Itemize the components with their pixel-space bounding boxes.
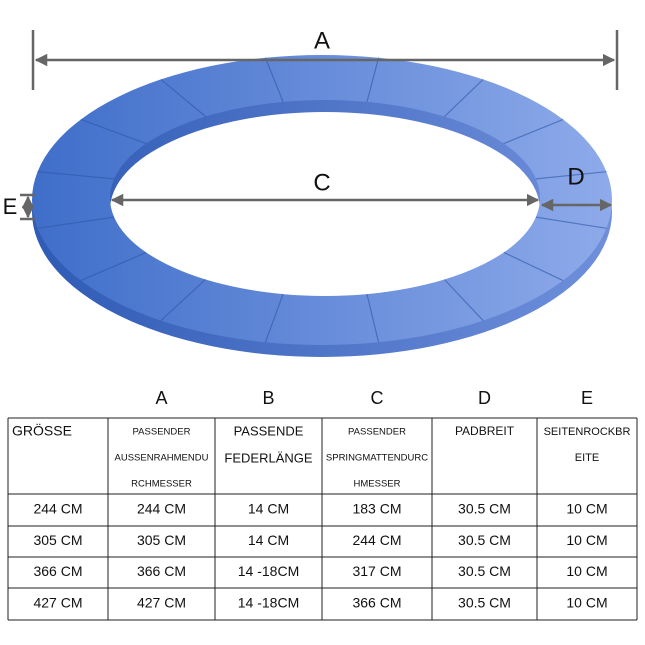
- cell-text: 10 CM: [566, 563, 607, 579]
- header-text: AUSSENRAHMENDU: [115, 453, 209, 464]
- cell-text: 427 CM: [33, 595, 82, 611]
- cell-text: 317 CM: [352, 563, 401, 579]
- seam: [160, 78, 206, 117]
- cell-text: 30.5 CM: [458, 595, 511, 611]
- header-text: PASSENDER: [133, 427, 191, 438]
- dimension-arrows: [20, 30, 619, 221]
- seam: [503, 118, 564, 145]
- header-text: PADBREIT: [455, 424, 515, 438]
- cell-text: 366 CM: [352, 595, 401, 611]
- cell-text: 30.5 CM: [458, 532, 511, 548]
- cell-text: 183 CM: [352, 501, 401, 517]
- seam: [160, 279, 206, 322]
- seam: [80, 118, 147, 145]
- cell-text: 10 CM: [566, 532, 607, 548]
- cell-text: 14 -18CM: [238, 595, 299, 611]
- cell-text: 14 CM: [248, 501, 289, 517]
- seam: [444, 79, 484, 117]
- cell-text: 244 CM: [33, 501, 82, 517]
- cell-text: 244 CM: [137, 501, 186, 517]
- column-letter: D: [478, 388, 491, 408]
- cell-text: 244 CM: [352, 532, 401, 548]
- header-text: SPRINGMATTENDURC: [326, 453, 428, 464]
- cell-text: 366 CM: [137, 563, 186, 579]
- seam: [444, 279, 484, 321]
- cell-text: 10 CM: [566, 595, 607, 611]
- label-c: C: [313, 169, 330, 196]
- seam: [37, 216, 115, 229]
- seam: [535, 216, 607, 229]
- header-text: HMESSER: [354, 479, 401, 490]
- seam: [80, 251, 147, 282]
- header-text: SEITENROCKBR: [544, 426, 631, 438]
- column-letter: B: [262, 388, 274, 408]
- header-text: RCHMESSER: [131, 479, 192, 490]
- cell-text: 366 CM: [33, 563, 82, 579]
- column-letter: A: [155, 388, 167, 408]
- cell-text: 427 CM: [137, 595, 186, 611]
- column-letter: E: [581, 388, 593, 408]
- label-a: A: [314, 27, 330, 54]
- header-text: FEDERLÄNGE: [224, 450, 312, 465]
- seam: [37, 171, 115, 180]
- ring: [32, 55, 612, 357]
- cell-text: 14 CM: [248, 532, 289, 548]
- cell-text: 30.5 CM: [458, 501, 511, 517]
- header-text: GRÖSSE: [12, 422, 72, 439]
- label-e: E: [3, 194, 18, 219]
- seam: [264, 293, 284, 343]
- header-text: EITE: [575, 452, 599, 464]
- seam: [503, 251, 564, 282]
- cell-text: 30.5 CM: [458, 563, 511, 579]
- seam: [535, 171, 607, 180]
- header-text: PASSENDER: [348, 427, 406, 438]
- header-text: PASSENDE: [234, 423, 304, 438]
- cell-text: 305 CM: [33, 532, 82, 548]
- cell-text: 14 -18CM: [238, 563, 299, 579]
- seam: [366, 293, 380, 343]
- cell-text: 10 CM: [566, 501, 607, 517]
- cell-text: 305 CM: [137, 532, 186, 548]
- column-letter: C: [371, 388, 384, 408]
- size-table: A B C D E GRÖSSE PASSENDER AUSSENRAHMENDU RCHMES…: [7, 388, 638, 621]
- label-d: D: [567, 163, 584, 190]
